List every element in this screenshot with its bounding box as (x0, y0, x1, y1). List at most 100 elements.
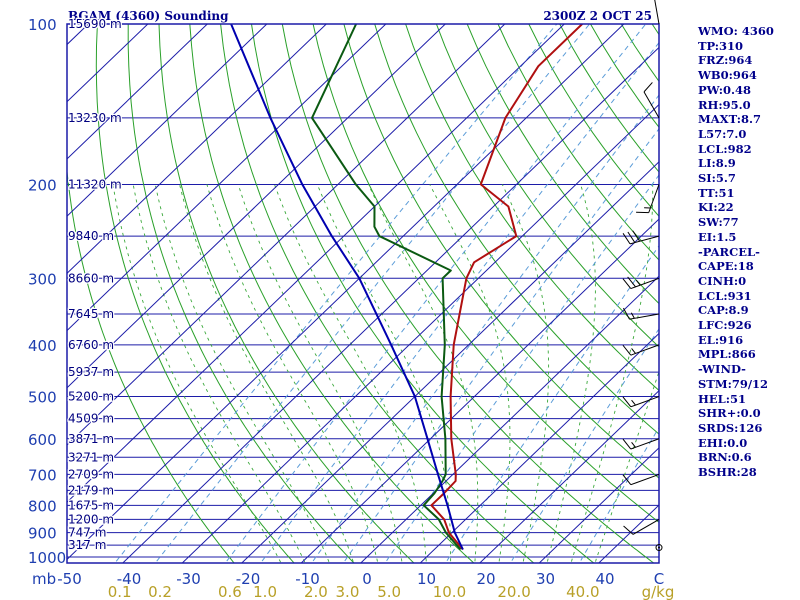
stat-item: L57:7.0 (698, 126, 747, 141)
stat-item: MPL:866 (698, 347, 756, 362)
height-label: 5937 m (68, 365, 114, 379)
mixing-ratio-line (342, 128, 659, 563)
barb-staff (643, 91, 660, 119)
calm-dot (658, 546, 660, 549)
mixing-ratio-label: 3.0 (336, 583, 360, 600)
isotherm-line (360, 275, 659, 563)
y-axis-unit: mb (32, 570, 56, 588)
isotherm-line (67, 24, 447, 389)
height-label: 1675 m (68, 498, 114, 512)
sounding-profiles (230, 24, 583, 551)
mixing-ratio-line (154, 24, 590, 563)
moist-adiabat-line (132, 184, 306, 563)
temperature-tick: 10 (417, 570, 436, 588)
temperature-tick: -50 (57, 570, 82, 588)
stat-item: WMO: 4360 (698, 24, 774, 38)
isotherm-line (241, 161, 659, 563)
wind-barb (623, 518, 660, 535)
stat-item: LCL:982 (698, 141, 752, 156)
moist-adiabat-line (237, 184, 403, 563)
dry-adiabat-line (497, 24, 659, 261)
isotherm-line (479, 389, 659, 563)
height-label: 2709 m (68, 467, 114, 481)
wind-barb (622, 344, 660, 356)
pressure-label: 700 (28, 466, 57, 484)
dry-adiabat-line (374, 24, 659, 435)
mixing-ratio-label: 0.2 (148, 583, 172, 600)
mixing-ratio-label: 40.0 (566, 583, 599, 600)
dry-adiabat-line (220, 24, 535, 563)
wind-barb (654, 0, 660, 25)
wind-barb (622, 396, 660, 408)
isotherm-line (67, 24, 387, 332)
wind-barbs (622, 0, 663, 552)
stat-item: STM:79/12 (698, 376, 769, 391)
height-label: 3271 m (68, 450, 114, 464)
barb-flag (627, 276, 636, 288)
barb-half-flag (631, 348, 636, 354)
temperature-tick: -40 (117, 570, 142, 588)
mixing-ratio-line (260, 41, 659, 563)
barb-half-flag (635, 279, 641, 286)
wind-barb (622, 230, 660, 245)
valid-time: 2300Z 2 OCT 25 (543, 9, 652, 23)
stat-item: SW:77 (698, 215, 739, 230)
barb-flag (632, 230, 641, 242)
plot-frame (66, 23, 660, 564)
moist-adiabat-line (179, 184, 355, 563)
mix-unit: g/kg (642, 583, 675, 600)
stat-item: BSHR:28 (698, 465, 757, 480)
dry-adiabat-line (343, 24, 659, 479)
barb-flag (622, 396, 632, 408)
chart-title: BGAM (4360) Sounding (68, 9, 229, 23)
wind-barb (643, 82, 660, 119)
mixing-ratio-label: 0.1 (108, 583, 132, 600)
dry-adiabat-line (435, 24, 659, 348)
temperature-tick: 0 (362, 570, 372, 588)
temperature-tick: -10 (295, 570, 320, 588)
temperature-profile (430, 24, 583, 551)
temperature-tick: 30 (536, 570, 555, 588)
wind-barb (622, 473, 660, 486)
wind-barb (622, 307, 660, 320)
height-label: 8660 m (68, 271, 114, 285)
height-label: 7645 m (68, 307, 114, 321)
dry-adiabat-line (312, 24, 659, 523)
barb-half-flag (631, 399, 636, 406)
wind-barb (636, 184, 660, 214)
moist-adiabat-line (367, 184, 479, 563)
mixing-ratio-line (114, 24, 558, 563)
pressure-label: 200 (28, 176, 57, 194)
isotherm-line (419, 332, 659, 563)
stat-item: TP:310 (698, 38, 744, 53)
stat-item: RH:95.0 (698, 97, 751, 112)
temperature-tick: -20 (236, 570, 261, 588)
parcel-path (230, 24, 464, 550)
wind-barb (622, 438, 660, 450)
x-axis-unit: C (654, 570, 664, 588)
mixing-ratio-label: 20.0 (497, 583, 530, 600)
barb-staff (630, 473, 660, 486)
stat-item: -WIND- (698, 362, 746, 377)
barb-flag (627, 231, 636, 243)
isotherm-line (67, 24, 268, 217)
barb-flag (623, 525, 634, 535)
dewpoint-profile (311, 24, 462, 551)
barb-flag (622, 233, 631, 245)
barb-staff (654, 0, 660, 25)
pressure-label: 300 (28, 270, 57, 288)
height-label: 5200 m (68, 390, 114, 404)
stat-item: CAPE:18 (698, 259, 754, 274)
wind-barb (622, 276, 660, 290)
moist-adiabat-line (154, 184, 330, 563)
barb-half-flag (631, 442, 636, 448)
pressure-label: 1000 (28, 549, 66, 567)
height-label: 15690 m (68, 17, 122, 31)
height-label: 9840 m (68, 229, 114, 243)
isotherm-line (0, 12, 41, 570)
pressure-label: 400 (28, 337, 57, 355)
height-label: 2179 m (68, 483, 114, 497)
barb-flag (622, 307, 630, 320)
temperature-tick: 20 (476, 570, 495, 588)
